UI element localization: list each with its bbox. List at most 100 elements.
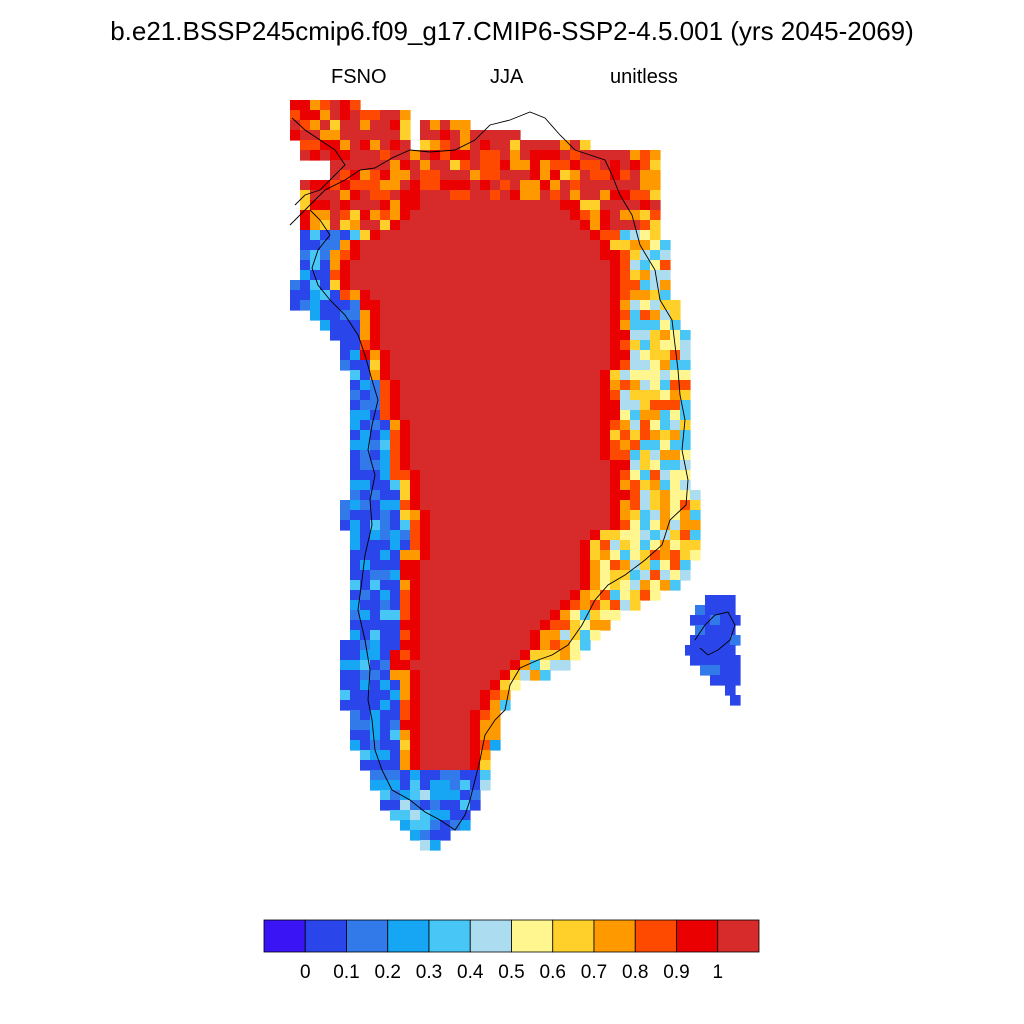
- map-cell-north: [510, 140, 521, 151]
- map-cell-west: [380, 500, 391, 511]
- map-cell-interior: [570, 570, 581, 581]
- map-cell-interior: [460, 490, 471, 501]
- map-cell-east: [630, 260, 641, 271]
- map-cell-west: [290, 290, 301, 301]
- map-cell-interior: [430, 730, 441, 741]
- map-cell-north: [500, 150, 511, 161]
- map-cell-interior: [570, 330, 581, 341]
- map-cell-east: [690, 490, 701, 501]
- map-cell-east: [650, 470, 661, 481]
- map-cell-interior: [540, 340, 551, 351]
- map-cell-east: [590, 550, 601, 561]
- map-cell-west: [360, 380, 371, 391]
- map-cell-interior: [450, 410, 461, 421]
- map-cell-interior: [500, 490, 511, 501]
- map-cell-north: [340, 180, 351, 191]
- map-cell-north: [370, 160, 381, 171]
- map-cell-interior: [570, 280, 581, 291]
- map-cell-south: [420, 780, 431, 791]
- map-cell-interior: [420, 230, 431, 241]
- map-cell-south: [450, 780, 461, 791]
- map-cell-west: [380, 700, 391, 711]
- map-cell-interior: [460, 340, 471, 351]
- map-cell-interior: [510, 300, 521, 311]
- map-cell-north: [530, 170, 541, 181]
- map-cell-south: [450, 800, 461, 811]
- map-cell-interior: [570, 390, 581, 401]
- map-cell-west: [380, 460, 391, 471]
- map-cell-west: [310, 250, 321, 261]
- map-cell-east: [650, 490, 661, 501]
- map-cell-east: [620, 580, 631, 591]
- map-cell-south: [410, 820, 421, 831]
- map-cell-west: [360, 430, 371, 441]
- map-cell-west: [400, 510, 411, 521]
- map-cell-interior: [420, 440, 431, 451]
- map-cell-west: [390, 420, 401, 431]
- map-cell-interior: [500, 260, 511, 271]
- map-cell-east: [670, 360, 681, 371]
- map-cell-interior: [430, 520, 441, 531]
- map-cell-interior: [370, 260, 381, 271]
- map-cell-interior: [510, 620, 521, 631]
- map-cell-iceland: [695, 605, 706, 616]
- map-cell-west: [380, 730, 391, 741]
- map-cell-east: [610, 550, 621, 561]
- map-cell-north: [330, 150, 341, 161]
- map-cell-south: [390, 790, 401, 801]
- map-cell-interior: [450, 420, 461, 431]
- map-cell-interior: [500, 290, 511, 301]
- map-cell-interior: [430, 410, 441, 421]
- map-cell-east: [580, 560, 591, 571]
- map-cell-north: [310, 130, 321, 141]
- map-cell-north: [340, 120, 351, 131]
- map-cell-north: [360, 130, 371, 141]
- map-cell-interior: [500, 520, 511, 531]
- map-cell-interior: [470, 240, 481, 251]
- map-cell-interior: [480, 460, 491, 471]
- map-cell-interior: [510, 560, 521, 571]
- map-cell-interior: [510, 410, 521, 421]
- map-cell-interior: [480, 320, 491, 331]
- map-cell-east: [600, 430, 611, 441]
- map-cell-interior: [420, 290, 431, 301]
- map-cell-west: [350, 490, 361, 501]
- map-cell-interior: [480, 230, 491, 241]
- map-cell-east: [620, 550, 631, 561]
- map-cell-interior: [520, 580, 531, 591]
- map-cell-interior: [550, 460, 561, 471]
- map-cell-east: [530, 640, 541, 651]
- map-cell-interior: [470, 640, 481, 651]
- map-cell-west: [370, 460, 381, 471]
- map-cell-interior: [460, 230, 471, 241]
- map-cell-interior: [580, 420, 591, 431]
- map-cell-east: [630, 550, 641, 561]
- map-cell-west: [380, 710, 391, 721]
- map-cell-interior: [550, 350, 561, 361]
- map-cell-west: [350, 340, 361, 351]
- map-cell-interior: [410, 210, 421, 221]
- map-cell-east: [470, 740, 481, 751]
- map-cell-east: [580, 590, 591, 601]
- map-cell-north: [330, 160, 341, 171]
- map-cell-interior: [590, 280, 601, 291]
- map-cell-interior: [460, 710, 471, 721]
- map-cell-interior: [490, 290, 501, 301]
- map-cell-west: [340, 240, 351, 251]
- map-cell-west: [340, 510, 351, 521]
- map-cell-interior: [430, 440, 441, 451]
- map-cell-north: [360, 120, 371, 131]
- map-cell-interior: [510, 570, 521, 581]
- map-cell-interior: [530, 580, 541, 591]
- map-cell-interior: [600, 350, 611, 361]
- map-cell-interior: [520, 560, 531, 571]
- map-cell-west: [390, 400, 401, 411]
- map-cell-interior: [360, 260, 371, 271]
- map-cell-south: [390, 750, 401, 761]
- map-cell-west: [330, 290, 341, 301]
- map-cell-interior: [440, 460, 451, 471]
- map-cell-north: [350, 170, 361, 181]
- map-cell-interior: [450, 520, 461, 531]
- map-cell-interior: [480, 550, 491, 561]
- map-cell-interior: [410, 440, 421, 451]
